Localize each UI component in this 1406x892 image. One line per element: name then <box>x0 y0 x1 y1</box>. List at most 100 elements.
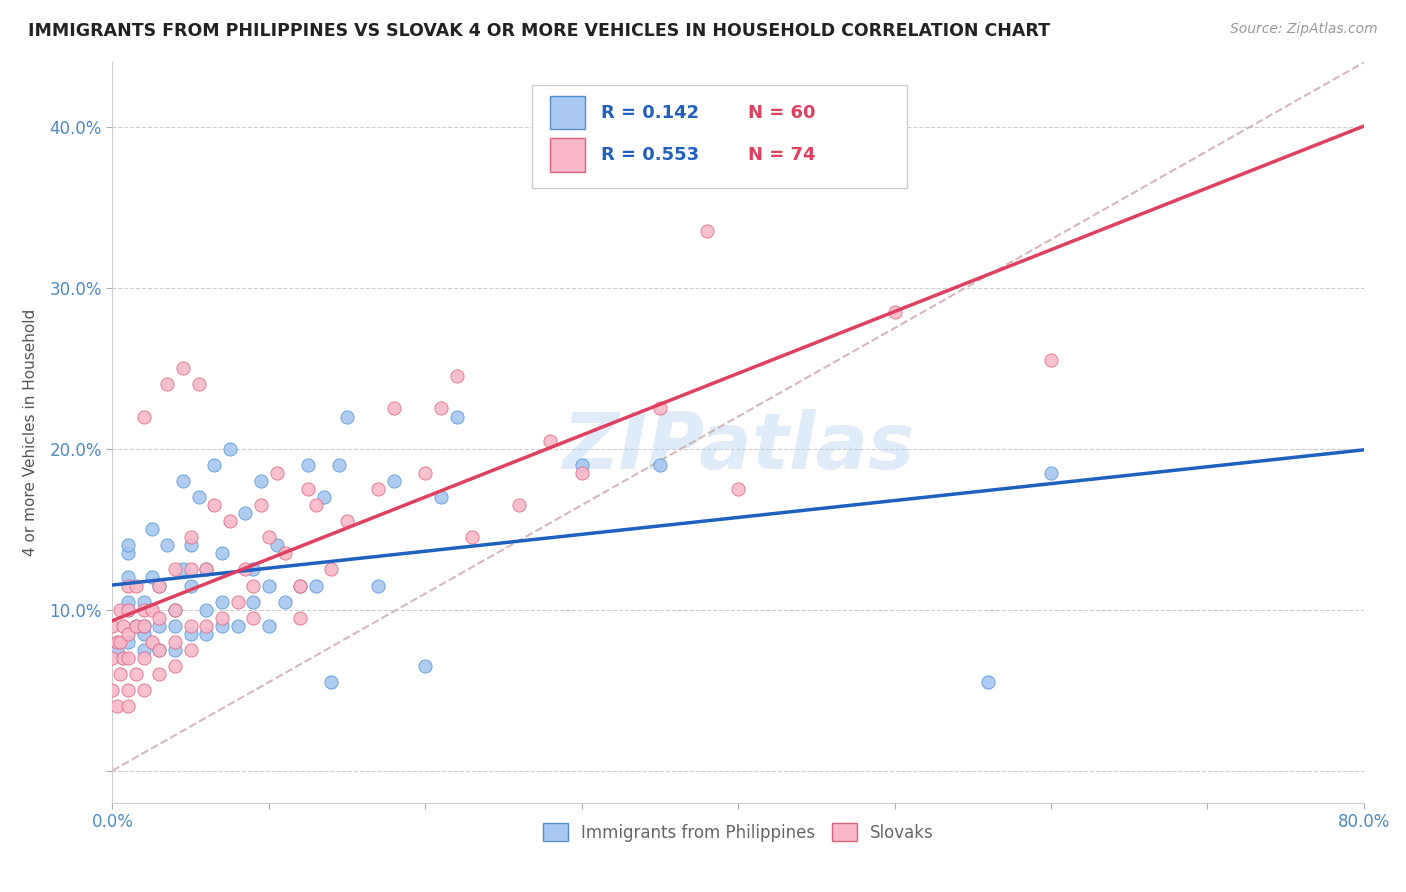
Point <box>125 619 148 633</box>
Point <box>101 683 124 698</box>
Point <box>290 610 312 624</box>
Point <box>328 458 350 472</box>
Point <box>195 619 218 633</box>
Point <box>125 578 148 592</box>
Point <box>336 409 359 424</box>
Point <box>226 594 249 608</box>
Point <box>508 498 530 512</box>
Point <box>202 458 225 472</box>
Y-axis label: 4 or more Vehicles in Household: 4 or more Vehicles in Household <box>24 309 38 557</box>
Point <box>571 458 593 472</box>
Point <box>163 562 186 576</box>
Point <box>321 562 343 576</box>
Legend: Immigrants from Philippines, Slovaks: Immigrants from Philippines, Slovaks <box>534 815 942 850</box>
Point <box>141 635 163 649</box>
Point <box>195 627 218 641</box>
Point <box>273 546 295 560</box>
Point <box>218 442 240 456</box>
Point <box>112 651 135 665</box>
Point <box>132 619 155 633</box>
Point <box>430 401 453 416</box>
Point <box>117 602 139 616</box>
Point <box>242 610 264 624</box>
Point <box>141 570 163 584</box>
Point <box>446 409 468 424</box>
Text: R = 0.142: R = 0.142 <box>600 103 699 122</box>
Point <box>141 602 163 616</box>
Point <box>117 635 139 649</box>
Point <box>187 490 209 504</box>
Point <box>117 683 139 698</box>
Point <box>148 610 170 624</box>
Point <box>242 578 264 592</box>
Point <box>1039 353 1063 368</box>
Point <box>727 482 749 496</box>
Text: R = 0.553: R = 0.553 <box>600 146 699 164</box>
Point <box>117 538 139 552</box>
Point <box>202 498 225 512</box>
FancyBboxPatch shape <box>531 85 907 188</box>
Point <box>430 490 453 504</box>
Point <box>105 699 128 714</box>
Point <box>132 627 155 641</box>
Point <box>132 683 155 698</box>
Point <box>148 619 170 633</box>
Point <box>132 643 155 657</box>
Point <box>132 602 155 616</box>
Point <box>117 594 139 608</box>
Point <box>571 466 593 480</box>
Text: IMMIGRANTS FROM PHILIPPINES VS SLOVAK 4 OR MORE VEHICLES IN HOUSEHOLD CORRELATIO: IMMIGRANTS FROM PHILIPPINES VS SLOVAK 4 … <box>28 22 1050 40</box>
Point <box>250 474 273 488</box>
Point <box>415 659 437 673</box>
Point <box>218 514 240 528</box>
Point <box>180 627 202 641</box>
Point <box>211 594 233 608</box>
Point <box>305 578 328 592</box>
Point <box>148 578 170 592</box>
Point <box>172 562 194 576</box>
Point <box>312 490 335 504</box>
Text: ZIPatlas: ZIPatlas <box>562 409 914 485</box>
Point <box>148 578 170 592</box>
Point <box>290 578 312 592</box>
Point <box>195 562 218 576</box>
Point <box>132 409 155 424</box>
Point <box>257 578 280 592</box>
Point <box>883 305 905 319</box>
Point <box>977 675 1000 690</box>
Point <box>172 361 194 376</box>
Point <box>180 538 202 552</box>
Point <box>110 667 132 681</box>
Point <box>648 401 671 416</box>
Point <box>180 578 202 592</box>
Point <box>117 570 139 584</box>
Point <box>180 619 202 633</box>
Point <box>382 401 405 416</box>
Point <box>180 562 202 576</box>
Point <box>110 635 132 649</box>
Point <box>195 602 218 616</box>
Bar <box>550 96 585 129</box>
Text: Source: ZipAtlas.com: Source: ZipAtlas.com <box>1230 22 1378 37</box>
Point <box>117 699 139 714</box>
Point <box>117 546 139 560</box>
Point <box>211 610 233 624</box>
Point <box>266 538 288 552</box>
Point <box>148 643 170 657</box>
Point <box>132 594 155 608</box>
Point <box>117 602 139 616</box>
Point <box>226 619 249 633</box>
Point <box>112 619 135 633</box>
Point <box>117 578 139 592</box>
Point <box>235 506 257 520</box>
Point <box>163 643 186 657</box>
Point <box>187 377 209 392</box>
Point <box>163 635 186 649</box>
Point <box>250 498 273 512</box>
Point <box>336 514 359 528</box>
Point <box>415 466 437 480</box>
Point <box>132 619 155 633</box>
Point <box>163 602 186 616</box>
Point <box>257 619 280 633</box>
Point <box>172 474 194 488</box>
